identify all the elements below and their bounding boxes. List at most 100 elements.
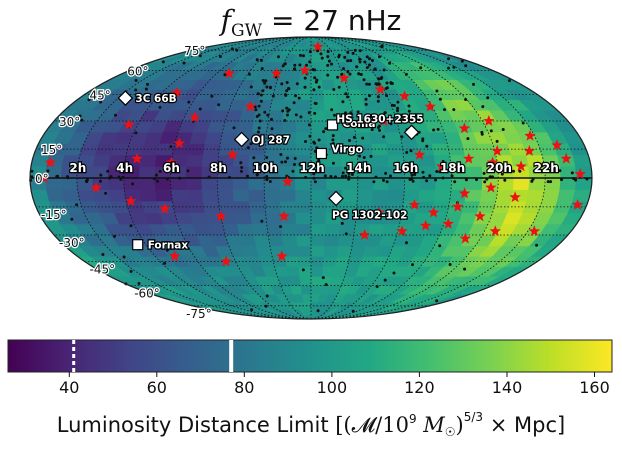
galaxy-dot [450, 174, 454, 178]
galaxy-dot [316, 309, 320, 313]
ra-tick-label: 22h [534, 161, 559, 175]
galaxy-dot [113, 234, 116, 238]
galaxy-dot [256, 130, 260, 134]
galaxy-dot [265, 294, 269, 298]
galaxy-dot [249, 85, 253, 89]
heatmap-cell [189, 131, 209, 144]
red-star-marker [574, 168, 586, 179]
red-star-marker [551, 139, 563, 151]
dec-labels: 75° 60° 45° 30° 15° 0° -15° -30° -45° -60° -75° [34, 43, 213, 322]
heatmap-cell [248, 177, 265, 190]
galaxy-dot [324, 283, 328, 287]
galaxy-dot [463, 267, 467, 271]
galaxy-dot [365, 82, 369, 86]
chart-title: fGW = 27 nHz [219, 4, 402, 41]
galaxy-dot [348, 72, 352, 76]
heatmap-cell [61, 189, 81, 202]
heatmap-cell [296, 245, 312, 257]
galaxy-dot [255, 58, 259, 62]
galaxy-dot [363, 60, 367, 64]
galaxy-dot [452, 65, 456, 69]
ra-tick-label: 14h [346, 161, 371, 175]
galaxy-dot [263, 169, 266, 173]
red-star-marker [515, 160, 527, 172]
galaxy-dot [99, 100, 103, 104]
galaxy-dot [389, 81, 393, 85]
red-star-marker [244, 100, 257, 112]
heatmap-cell [251, 120, 269, 133]
galaxy-dot [317, 158, 321, 162]
galaxy-dot [574, 178, 578, 182]
galaxy-dot [464, 178, 468, 182]
galaxy-dot [78, 114, 82, 118]
red-star-marker [413, 148, 426, 160]
galaxy-dot [308, 134, 312, 138]
galaxy-dot [482, 171, 486, 175]
heatmap-cell [418, 189, 436, 202]
galaxy-dot [294, 113, 298, 117]
galaxy-dot [346, 95, 350, 99]
red-star-marker [483, 115, 495, 126]
galaxy-dot [464, 64, 468, 68]
red-star-marker [220, 255, 232, 267]
source-label: HS 1630+2355 [336, 113, 423, 125]
dec-tick-label: 75° [184, 44, 205, 58]
heatmap-cell [236, 120, 255, 133]
galaxy-dot [75, 203, 79, 207]
galaxy-dot [351, 309, 355, 313]
galaxy-dot [235, 48, 239, 52]
colorbar-tick-label: 80 [234, 378, 254, 397]
red-star-marker [491, 145, 503, 156]
heatmap-cell [321, 266, 336, 277]
galaxy-dot [392, 104, 396, 107]
galaxy-dot [368, 63, 371, 67]
red-star-marker [226, 148, 239, 160]
heatmap-cell [204, 131, 223, 144]
red-star-marker [299, 64, 311, 76]
galaxy-dot [217, 103, 221, 107]
galaxy-dot [257, 104, 261, 108]
heatmap-cell [282, 234, 298, 247]
red-star-marker [489, 225, 501, 237]
galaxy-dot [460, 59, 464, 63]
galaxy-dot [389, 174, 392, 178]
heatmap-cell [250, 212, 268, 225]
red-star-marker [189, 111, 201, 123]
galaxy-dot [286, 156, 289, 160]
galaxy-dot [258, 162, 262, 166]
galaxy-dot [303, 76, 307, 80]
galaxy-dot [137, 282, 141, 285]
galaxy-dot [383, 278, 387, 282]
galaxy-dot [263, 110, 267, 114]
red-star-marker [173, 137, 185, 149]
heatmap-cell [295, 212, 312, 225]
galaxy-dot [410, 173, 414, 177]
galaxy-dot [356, 110, 360, 114]
heatmap-cell [296, 234, 312, 247]
galaxy-dot [345, 120, 349, 124]
galaxy-dot [265, 85, 269, 89]
galaxy-dot [279, 225, 283, 229]
heatmap-cell [232, 154, 250, 167]
galaxy-dot [380, 45, 384, 49]
heatmap-cell [76, 177, 94, 190]
red-star-marker [408, 199, 421, 210]
heatmap-cell [356, 189, 374, 202]
dec-tick-label: 15° [41, 143, 62, 157]
heatmap-cell [189, 212, 209, 225]
galaxy-dot [448, 263, 452, 266]
galaxy-dot [378, 55, 381, 59]
source-coma: Coma [326, 117, 377, 131]
galaxy-dot [134, 88, 138, 92]
galaxy-dot [376, 126, 380, 129]
galaxy-dot [270, 127, 274, 131]
galaxy-dot [281, 109, 285, 113]
heatmap-cell [263, 189, 281, 202]
galaxy-dot [326, 55, 330, 59]
heatmap-cell [60, 177, 78, 190]
galaxy-dot [312, 88, 316, 92]
galaxy-dot [146, 82, 149, 86]
heatmap-cell [298, 266, 312, 277]
galaxy-dot [447, 66, 450, 70]
heatmap-cell [251, 223, 269, 236]
